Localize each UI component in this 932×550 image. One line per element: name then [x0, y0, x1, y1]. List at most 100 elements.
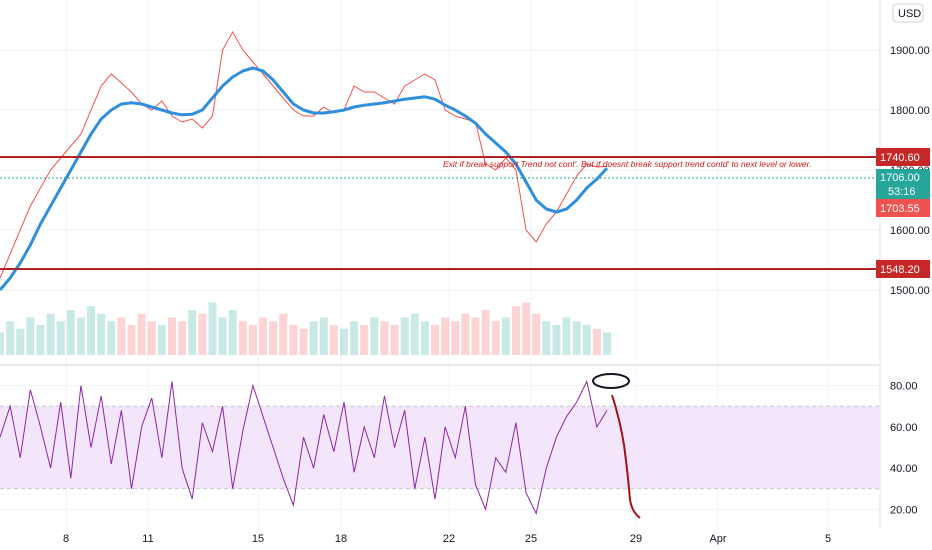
current-price-tag: 1706.00 53:16: [876, 169, 930, 199]
volume-bar: [380, 321, 389, 355]
volume-bar: [218, 317, 227, 355]
volume-bar: [582, 325, 591, 355]
volume-bar: [592, 328, 601, 355]
volume-bar: [167, 317, 176, 355]
volume-bar: [137, 313, 146, 355]
volume-bar: [248, 325, 257, 355]
volume-bar: [491, 321, 500, 355]
volume-bar: [6, 321, 15, 355]
moving-average-line: [0, 66, 609, 291]
time-tick-label: 25: [525, 533, 537, 545]
time-tick-label: 15: [252, 533, 264, 545]
time-tick-label: Apr: [709, 533, 726, 545]
volume-bar: [238, 321, 247, 355]
volume-bar: [511, 306, 520, 355]
currency-label: USD: [898, 8, 921, 20]
rsi-tick-label: 40.00: [890, 463, 918, 475]
ma-value-tag: 1703.55: [876, 199, 930, 217]
time-axis[interactable]: 8 11 15 18 22 25 29 Apr 5: [63, 533, 831, 545]
volume-bar: [289, 325, 298, 355]
volume-bar: [400, 317, 409, 355]
price-tick-label: 1600.00: [890, 225, 930, 237]
volume-bar: [420, 321, 429, 355]
rsi-line: [0, 380, 608, 515]
volume-bar: [299, 328, 308, 355]
volume-bar: [350, 321, 359, 355]
support-tag: 1548.20: [876, 260, 930, 278]
rsi-tick-label: 20.00: [890, 504, 918, 516]
volume-bar: [532, 313, 541, 355]
price-series: [0, 30, 608, 279]
volume-bars: [0, 302, 611, 355]
support-tag-text: 1548.20: [880, 264, 920, 276]
resistance-tag-text: 1740.60: [880, 152, 920, 164]
volume-bar: [471, 317, 480, 355]
rsi-tick-label: 60.00: [890, 422, 918, 434]
volume-bar: [269, 321, 278, 355]
volume-bar: [390, 325, 399, 355]
volume-bar: [208, 302, 217, 355]
volume-bar: [66, 310, 75, 355]
volume-bar: [552, 325, 561, 355]
volume-bar: [16, 328, 25, 355]
annotation-text[interactable]: Exit if break support Trend not cont'. B…: [443, 159, 811, 169]
rsi-tick-label: 80.00: [890, 381, 918, 393]
volume-bar: [410, 313, 419, 355]
time-tick-label: 11: [142, 533, 153, 545]
volume-bar: [188, 310, 197, 355]
volume-bar: [319, 317, 328, 355]
volume-bar: [117, 317, 126, 355]
highlight-ellipse[interactable]: [592, 373, 630, 389]
volume-bar: [603, 332, 611, 355]
currency-badge[interactable]: [892, 3, 924, 23]
volume-bar: [0, 332, 4, 355]
volume-bar: [431, 325, 440, 355]
current-price-text: 1706.00: [880, 172, 920, 184]
time-tick-label: 18: [335, 533, 347, 545]
countdown-text: 53:16: [888, 186, 916, 198]
volume-bar: [360, 325, 369, 355]
time-tick-label: 22: [443, 533, 455, 545]
volume-bar: [107, 321, 116, 355]
volume-bar: [147, 321, 156, 355]
volume-bar: [228, 310, 237, 355]
ma-value-text: 1703.55: [880, 203, 920, 215]
volume-bar: [157, 325, 166, 355]
volume-bar: [36, 325, 45, 355]
projection-curve[interactable]: [611, 394, 641, 519]
volume-bar: [46, 313, 55, 355]
volume-bar: [501, 317, 510, 355]
volume-bar: [451, 321, 460, 355]
volume-bar: [198, 313, 207, 355]
resistance-tag: 1740.60: [876, 148, 930, 166]
time-tick-label: 29: [630, 533, 642, 545]
volume-bar: [370, 317, 379, 355]
volume-bar: [309, 321, 318, 355]
volume-bar: [481, 310, 490, 355]
volume-bar: [329, 325, 338, 355]
price-tick-label: 1500.00: [890, 285, 930, 297]
volume-bar: [26, 317, 35, 355]
volume-bar: [441, 317, 450, 355]
rsi-axis[interactable]: 80.00 60.00 40.00 20.00: [890, 381, 918, 517]
volume-bar: [97, 313, 106, 355]
price-tick-label: 1900.00: [890, 45, 930, 57]
volume-bar: [339, 328, 348, 355]
rsi-band: [0, 406, 880, 489]
volume-bar: [76, 317, 85, 355]
volume-bar: [127, 325, 136, 355]
volume-bar: [56, 321, 65, 355]
volume-bar: [279, 313, 288, 355]
volume-bar: [178, 321, 187, 355]
volume-bar: [522, 302, 531, 355]
time-tick-label: 5: [825, 533, 831, 545]
volume-bar: [87, 306, 96, 355]
volume-bar: [542, 321, 551, 355]
volume-bar: [461, 313, 470, 355]
volume-bar: [259, 317, 268, 355]
volume-bar: [572, 321, 581, 355]
volume-bar: [562, 317, 571, 355]
time-tick-label: 8: [63, 533, 69, 545]
price-tick-label: 1800.00: [890, 105, 930, 117]
